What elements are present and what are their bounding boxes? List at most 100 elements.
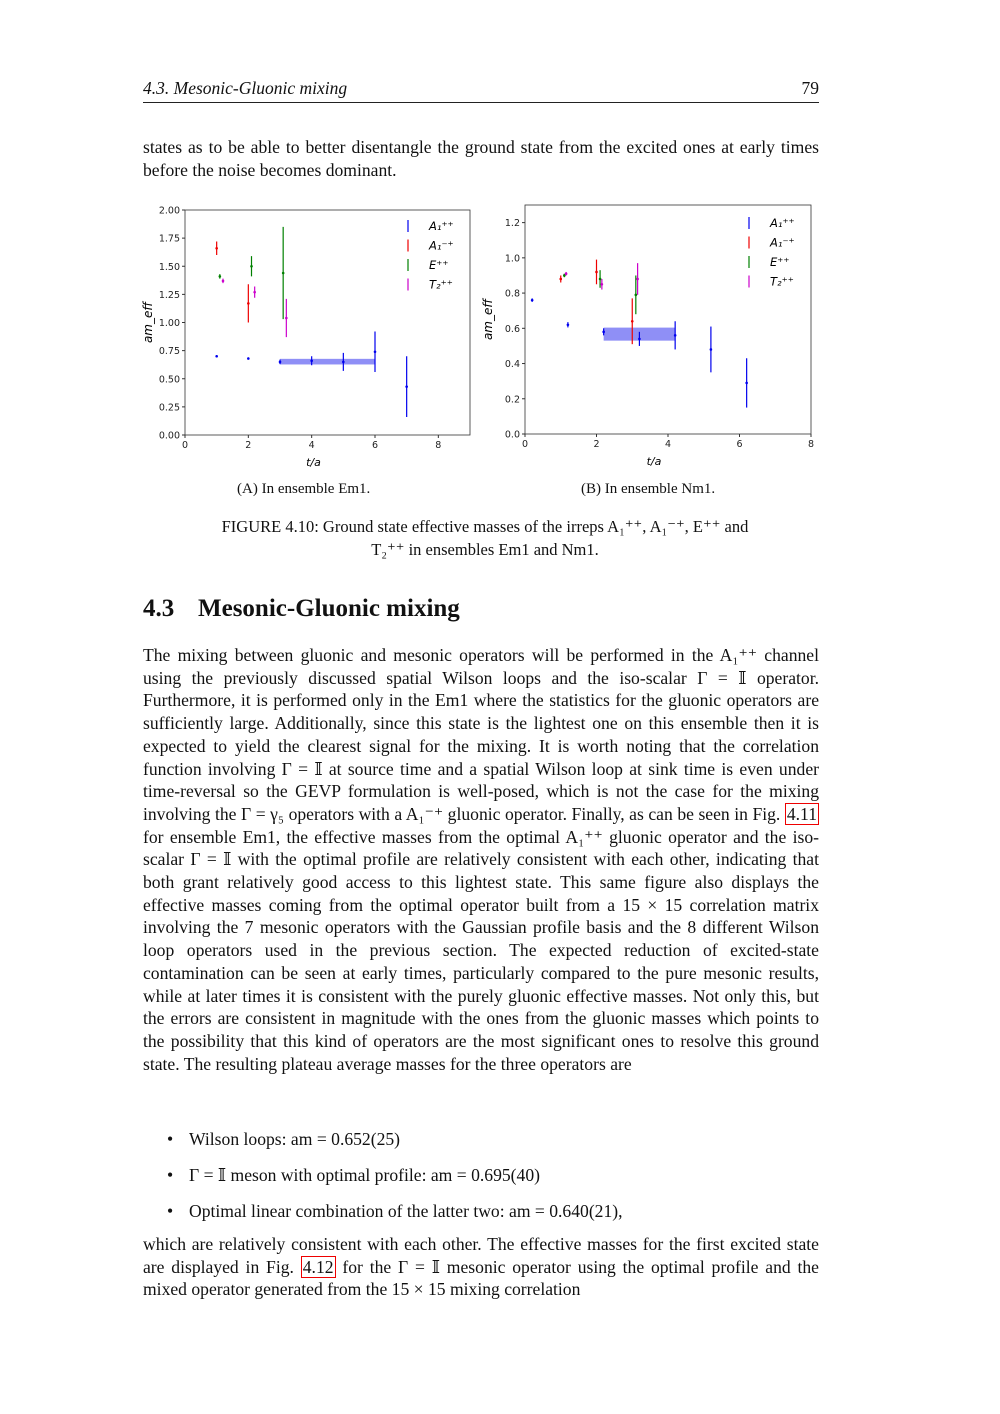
y-tick-label: 0.25 bbox=[159, 402, 180, 413]
plateau-band bbox=[280, 358, 375, 365]
closing-text-1: which are relatively consistent with eac… bbox=[143, 1234, 819, 1277]
y-tick-label: 1.50 bbox=[159, 262, 180, 273]
series-0 bbox=[215, 331, 408, 417]
x-tick-label: 2 bbox=[245, 440, 251, 451]
subcaption-b: (B) In ensemble Nm1. bbox=[581, 481, 716, 497]
data-point bbox=[745, 381, 748, 385]
body-text-2: for ensemble Em1, the effective masses f… bbox=[143, 826, 819, 1074]
subcaption-a: (A) In ensemble Em1. bbox=[237, 481, 371, 497]
data-point bbox=[285, 316, 288, 320]
bullet-item: Wilson loops: am = 0.652(25) bbox=[167, 1128, 819, 1151]
bullet-list: Wilson loops: am = 0.652(25) Γ = 𝕀 meson… bbox=[143, 1128, 819, 1237]
data-point bbox=[247, 302, 250, 305]
data-point bbox=[673, 334, 677, 337]
section-title: Mesonic-Gluonic mixing bbox=[198, 595, 460, 622]
series-1 bbox=[215, 241, 250, 323]
data-point bbox=[281, 271, 285, 275]
x-tick-label: 4 bbox=[309, 440, 315, 451]
plot-frame bbox=[184, 209, 471, 436]
data-point bbox=[342, 360, 345, 364]
figure-caption: FIGURE 4.10: Ground state effective mass… bbox=[215, 515, 755, 561]
data-point bbox=[638, 337, 641, 341]
section-number: 4.3 bbox=[143, 595, 175, 622]
y-tick-label: 1.25 bbox=[159, 290, 180, 301]
x-tick-label: 4 bbox=[665, 439, 671, 450]
bullet-item: Optimal linear combination of the latter… bbox=[167, 1200, 819, 1223]
y-tick-label: 0.00 bbox=[159, 431, 180, 442]
legend-label: A₁⁺⁺ bbox=[428, 219, 454, 233]
data-point bbox=[247, 357, 250, 360]
x-axis-label: t/a bbox=[647, 455, 662, 468]
data-point bbox=[405, 385, 408, 388]
bullet-item: Γ = 𝕀 meson with optimal profile: am = 0… bbox=[167, 1164, 819, 1187]
data-point bbox=[310, 359, 313, 363]
data-point bbox=[221, 279, 225, 283]
running-header: 4.3. Mesonic-Gluonic mixing 79 bbox=[143, 78, 819, 103]
intro-paragraph: states as to be able to better disentang… bbox=[143, 137, 819, 180]
data-point bbox=[253, 290, 256, 294]
legend-label: E⁺⁺ bbox=[770, 255, 789, 269]
x-tick-label: 8 bbox=[435, 440, 441, 451]
data-point bbox=[373, 350, 377, 354]
y-tick-label: 1.00 bbox=[159, 318, 180, 329]
data-point bbox=[709, 348, 713, 351]
y-tick-label: 0.2 bbox=[505, 394, 520, 405]
data-point bbox=[564, 272, 568, 276]
y-tick-label: 1.0 bbox=[505, 253, 520, 264]
x-tick-label: 8 bbox=[808, 439, 814, 450]
caption-label: FIGURE 4.10: bbox=[221, 517, 319, 536]
x-tick-label: 0 bbox=[522, 439, 528, 450]
data-point bbox=[566, 323, 570, 327]
y-axis-label: am_eff bbox=[141, 301, 155, 343]
legend-label: E⁺⁺ bbox=[429, 258, 448, 272]
y-tick-label: 0.4 bbox=[505, 359, 520, 370]
page-number: 79 bbox=[801, 78, 820, 98]
figure-ref-link-4-11[interactable]: 4.11 bbox=[784, 802, 819, 825]
header-section: 4.3. Mesonic-Gluonic mixing bbox=[143, 78, 348, 98]
data-point bbox=[600, 282, 604, 286]
x-tick-label: 0 bbox=[182, 440, 188, 451]
y-tick-label: 1.2 bbox=[505, 218, 520, 229]
legend-label: A₁⁺⁺ bbox=[769, 216, 795, 230]
figure-ref-link-4-12[interactable]: 4.12 bbox=[300, 1255, 336, 1278]
legend-label: T₂⁺⁺ bbox=[429, 278, 453, 292]
y-tick-label: 1.75 bbox=[159, 234, 180, 245]
y-tick-label: 0.75 bbox=[159, 346, 180, 357]
data-point bbox=[218, 275, 222, 278]
series-1 bbox=[559, 259, 634, 345]
data-point bbox=[559, 277, 563, 281]
x-tick-label: 6 bbox=[372, 440, 378, 451]
chart-B: 0 2 4 6 8 0.0 0.2 0.4 0.6 0.8 1.0 1.2 t/a am_eff A₁⁺⁺ A… bbox=[481, 204, 814, 468]
body-text-1: The mixing between gluonic and mesonic o… bbox=[143, 645, 819, 824]
data-point bbox=[636, 277, 639, 281]
plot-frame bbox=[524, 204, 812, 435]
caption-text: Ground state effective masses of the irr… bbox=[322, 517, 749, 559]
y-tick-label: 0.8 bbox=[505, 289, 520, 300]
legend-label: T₂⁺⁺ bbox=[770, 275, 794, 289]
data-point bbox=[250, 264, 253, 268]
data-point bbox=[630, 319, 634, 323]
closing-text-2: for the Γ = 𝕀 mesonic operator using the… bbox=[143, 1256, 819, 1300]
chart-A: 0 2 4 6 8 0.00 0.25 0.50 0.75 1.00 1.25 1.50 1.75 2.0… bbox=[141, 206, 471, 469]
data-point bbox=[634, 293, 638, 297]
y-tick-label: 2.00 bbox=[159, 206, 180, 217]
x-tick-label: 2 bbox=[593, 439, 599, 450]
data-point bbox=[602, 330, 605, 334]
section-heading: 4.3 Mesonic-Gluonic mixing bbox=[143, 595, 460, 623]
y-tick-label: 0.6 bbox=[505, 324, 520, 335]
data-point bbox=[530, 298, 534, 302]
y-axis-label: am_eff bbox=[481, 298, 495, 340]
legend-label: A₁⁻⁺ bbox=[428, 239, 454, 253]
y-tick-label: 0.50 bbox=[159, 374, 180, 385]
data-point bbox=[563, 274, 566, 277]
data-point bbox=[215, 246, 218, 250]
data-point bbox=[595, 270, 598, 274]
series-0 bbox=[530, 298, 748, 408]
x-axis-label: t/a bbox=[306, 456, 321, 469]
body-paragraph: The mixing between gluonic and mesonic o… bbox=[143, 644, 819, 1075]
data-point bbox=[278, 360, 282, 364]
data-point bbox=[598, 277, 602, 281]
data-point bbox=[215, 354, 218, 358]
series-2 bbox=[563, 270, 638, 315]
legend-label: A₁⁻⁺ bbox=[769, 236, 795, 250]
